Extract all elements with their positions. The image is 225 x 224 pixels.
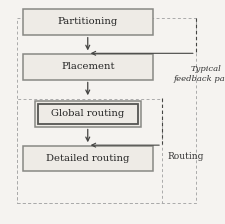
Text: Global routing: Global routing [51, 109, 124, 118]
Text: Typical
feedback paths: Typical feedback paths [173, 65, 225, 82]
Bar [22, 9, 153, 35]
Bar [17, 18, 196, 203]
Bar [17, 99, 162, 203]
Bar [22, 54, 153, 80]
Text: Detailed routing: Detailed routing [46, 154, 129, 163]
Bar [38, 104, 138, 124]
Text: Routing: Routing [168, 152, 204, 161]
Text: Placement: Placement [61, 62, 115, 71]
Bar [22, 146, 153, 171]
Bar [35, 101, 141, 127]
Text: Partitioning: Partitioning [58, 17, 118, 26]
